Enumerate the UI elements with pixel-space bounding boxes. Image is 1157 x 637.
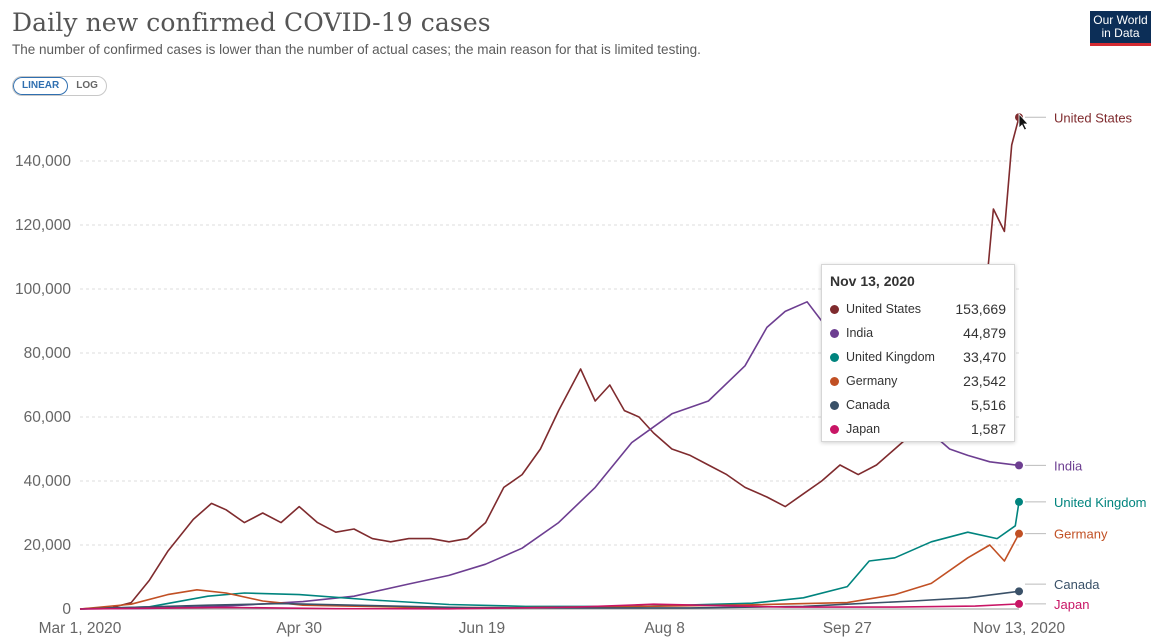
tooltip-series-name: India (846, 326, 874, 340)
tooltip-series-name: Germany (846, 374, 898, 388)
chart-subtitle: The number of confirmed cases is lower t… (12, 42, 701, 57)
logo-line-2: in Data (1101, 26, 1140, 40)
tooltip-row: United Kingdom 33,470 (830, 345, 1006, 369)
tooltip-color-dot (830, 328, 839, 338)
scale-toggle: LINEAR LOG (12, 76, 107, 96)
series-line (79, 590, 1020, 610)
series-end-label: Germany (1054, 527, 1108, 542)
x-axis-ticks: Mar 1, 2020 Apr 30 Jun 19 Aug 8 Sep 27 Nov 13… (39, 620, 1066, 637)
tooltip-series-value: 44,879 (963, 325, 1006, 341)
owid-logo[interactable]: Our World in Data (1090, 11, 1151, 46)
y-tick-label: 140,000 (15, 153, 71, 170)
x-tick-label: Aug 8 (644, 620, 685, 637)
y-axis-ticks: 0 20,000 40,000 60,000 80,000 100,000 120,000 1… (15, 153, 71, 618)
x-tick-label: Sep 27 (823, 620, 872, 637)
series-end-marker (1015, 529, 1023, 538)
tooltip-row: Germany 23,542 (830, 369, 1006, 393)
x-tick-label: Nov 13, 2020 (973, 620, 1066, 637)
x-tick-label: Mar 1, 2020 (39, 620, 122, 637)
y-tick-label: 120,000 (15, 217, 71, 234)
tooltip-series-name: Japan (846, 422, 881, 436)
tooltip-color-dot (830, 400, 839, 410)
tooltip-row: India 44,879 (830, 321, 1006, 345)
tooltip-color-dot (830, 304, 839, 314)
mouse-cursor-icon (1018, 112, 1029, 131)
y-tick-label: 100,000 (15, 281, 71, 298)
series-lines (79, 113, 1023, 610)
series-end-marker (1015, 461, 1023, 470)
series-end-marker (1015, 587, 1023, 596)
tooltip-series-name: United States (846, 302, 922, 316)
tooltip-date: Nov 13, 2020 (830, 273, 915, 289)
tooltip-rows: United States 153,669 India 44,879 United Ki… (830, 297, 1006, 441)
y-tick-label: 20,000 (24, 537, 72, 554)
x-tick-label: Jun 19 (459, 620, 506, 637)
linear-scale-button[interactable]: LINEAR (13, 77, 69, 95)
tooltip-row: United States 153,669 (830, 297, 1006, 321)
series-end-marker (1015, 497, 1023, 506)
series-end-label: India (1054, 458, 1083, 473)
series-line (79, 117, 1020, 610)
tooltip-series-value: 23,542 (963, 373, 1006, 389)
series-end-label: United Kingdom (1054, 495, 1147, 510)
tooltip-color-dot (830, 424, 839, 434)
y-tick-label: 0 (62, 601, 71, 618)
y-tick-label: 60,000 (24, 409, 72, 426)
logo-line-1: Our World (1093, 13, 1148, 27)
tooltip-row: Canada 5,516 (830, 393, 1006, 417)
series-end-label: Japan (1054, 597, 1089, 612)
log-scale-button[interactable]: LOG (76, 80, 98, 91)
series-end-label: United States (1054, 110, 1133, 125)
y-tick-label: 80,000 (24, 345, 72, 362)
y-grid (80, 160, 1019, 610)
series-line (79, 501, 1020, 610)
tooltip-series-value: 33,470 (963, 349, 1006, 365)
series-end-label: Canada (1054, 577, 1100, 592)
chart-title: Daily new confirmed COVID-19 cases (12, 8, 491, 37)
hover-tooltip: Nov 13, 2020 United States 153,669 India 44… (821, 264, 1015, 442)
tooltip-series-name: United Kingdom (846, 350, 935, 364)
series-end-marker (1015, 599, 1023, 608)
series-end-labels: United States India United Kingdom Germany C… (1025, 110, 1147, 612)
y-tick-label: 40,000 (24, 473, 72, 490)
tooltip-color-dot (830, 352, 839, 362)
tooltip-series-value: 1,587 (970, 421, 1006, 437)
tooltip-series-value: 5,516 (970, 397, 1006, 413)
tooltip-series-name: Canada (846, 398, 890, 412)
tooltip-color-dot (830, 376, 839, 386)
tooltip-row: Japan 1,587 (830, 417, 1006, 441)
series-line (79, 603, 1020, 610)
tooltip-series-value: 153,669 (955, 301, 1006, 317)
x-tick-label: Apr 30 (276, 620, 322, 637)
